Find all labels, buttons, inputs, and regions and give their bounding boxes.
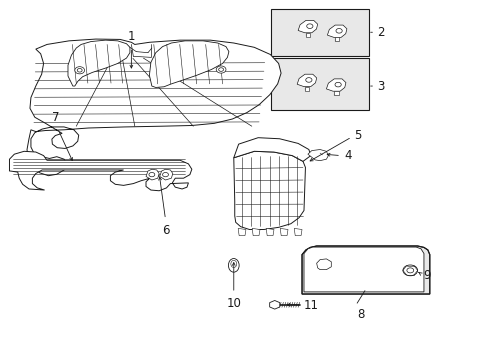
Polygon shape	[316, 259, 330, 270]
Polygon shape	[304, 247, 423, 292]
Polygon shape	[68, 40, 130, 86]
Polygon shape	[146, 169, 159, 180]
Text: 9: 9	[422, 269, 429, 282]
Text: 8: 8	[357, 309, 364, 321]
Polygon shape	[297, 74, 316, 86]
Polygon shape	[307, 149, 328, 161]
Text: 10: 10	[226, 297, 241, 310]
Circle shape	[406, 268, 413, 273]
Polygon shape	[326, 79, 345, 91]
Ellipse shape	[230, 260, 236, 267]
Polygon shape	[269, 301, 279, 309]
Text: 2: 2	[376, 26, 384, 39]
Polygon shape	[304, 86, 308, 91]
Polygon shape	[305, 33, 309, 37]
Polygon shape	[265, 228, 273, 235]
Bar	[271, 9, 368, 56]
Text: 4: 4	[344, 149, 351, 162]
Text: 6: 6	[162, 224, 169, 237]
Circle shape	[218, 68, 223, 71]
Polygon shape	[27, 39, 281, 176]
Polygon shape	[333, 91, 338, 95]
Text: 7: 7	[51, 111, 59, 125]
Circle shape	[402, 265, 417, 276]
Polygon shape	[327, 25, 346, 37]
Polygon shape	[159, 169, 172, 180]
Circle shape	[162, 172, 168, 177]
Circle shape	[75, 67, 84, 74]
Polygon shape	[294, 228, 302, 235]
Circle shape	[306, 24, 312, 28]
Polygon shape	[9, 151, 191, 191]
Polygon shape	[298, 21, 317, 33]
Text: 1: 1	[127, 30, 135, 43]
Polygon shape	[280, 228, 287, 235]
Circle shape	[305, 78, 311, 82]
Text: 11: 11	[304, 299, 318, 312]
Circle shape	[334, 82, 341, 87]
Polygon shape	[233, 151, 305, 229]
Polygon shape	[149, 41, 228, 87]
Polygon shape	[302, 246, 429, 294]
Polygon shape	[238, 228, 245, 235]
Bar	[271, 58, 368, 110]
Circle shape	[149, 172, 155, 177]
Text: 3: 3	[376, 80, 384, 93]
Circle shape	[77, 68, 82, 72]
Text: 5: 5	[353, 129, 361, 142]
Polygon shape	[334, 37, 339, 41]
Circle shape	[335, 28, 342, 33]
Polygon shape	[233, 138, 310, 161]
Circle shape	[216, 66, 225, 73]
Ellipse shape	[228, 258, 239, 272]
Polygon shape	[252, 228, 260, 235]
